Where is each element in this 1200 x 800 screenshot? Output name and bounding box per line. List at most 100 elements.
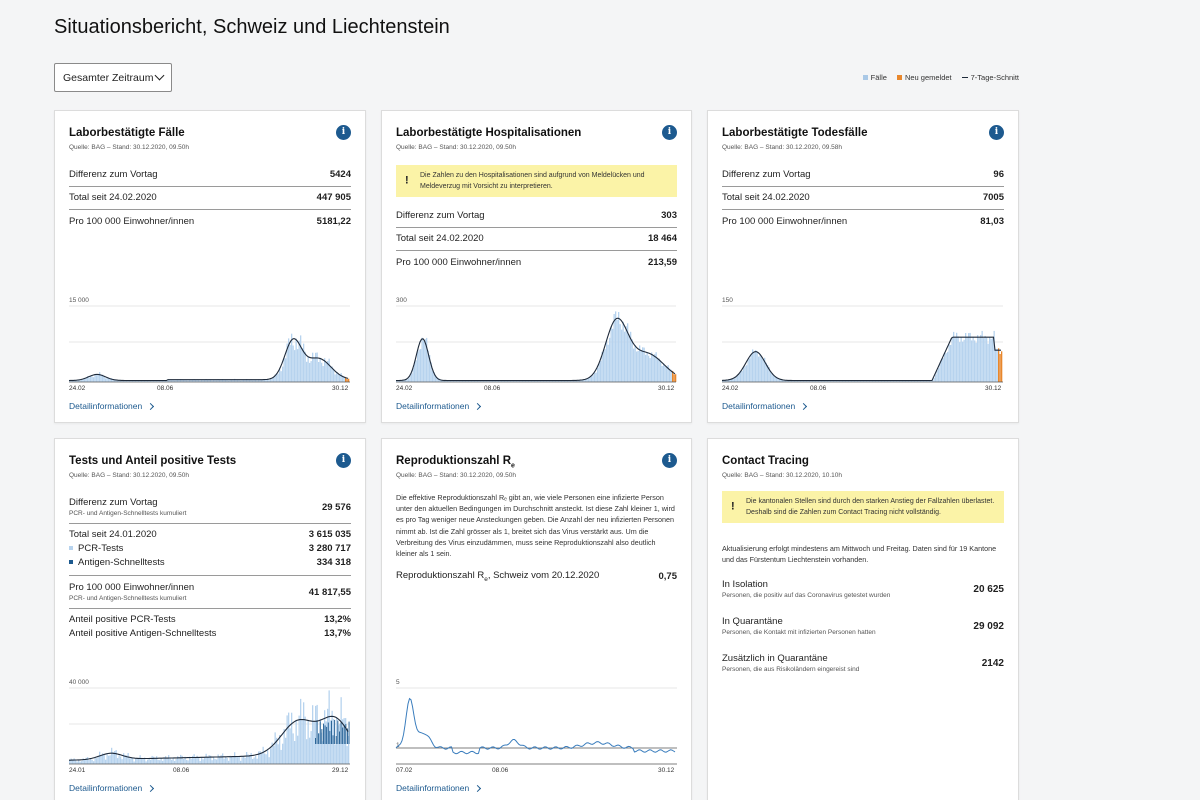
info-icon[interactable]: i bbox=[662, 453, 677, 468]
chart-bar bbox=[743, 367, 745, 382]
stat-value: 5424 bbox=[329, 168, 351, 180]
detail-link[interactable]: Detailinformationen bbox=[69, 783, 155, 793]
stat-label: Total seit 24.01.2020 bbox=[69, 529, 157, 540]
chart-bar bbox=[184, 756, 186, 764]
info-icon[interactable]: i bbox=[336, 125, 351, 140]
card-source: Quelle: BAG – Stand: 30.12.2020, 09.50h bbox=[396, 144, 516, 151]
detail-link[interactable]: Detailinformationen bbox=[722, 401, 808, 411]
chart-bar bbox=[723, 380, 725, 382]
chart-bar bbox=[762, 359, 764, 382]
chart-bar bbox=[896, 380, 898, 382]
chart-bar bbox=[478, 380, 480, 382]
chart-bar bbox=[932, 380, 934, 382]
chart-bar bbox=[190, 758, 192, 764]
chart-bar bbox=[223, 758, 225, 764]
chart-bar bbox=[837, 380, 839, 382]
chart-bar bbox=[150, 380, 152, 382]
chart-bar bbox=[210, 755, 212, 764]
stat-value: 334 318 bbox=[316, 557, 351, 568]
chart-bar bbox=[258, 379, 260, 382]
chart-bar bbox=[280, 371, 282, 382]
detail-link[interactable]: Detailinformationen bbox=[69, 401, 155, 411]
chart-bar bbox=[139, 755, 141, 764]
chart-bar bbox=[630, 331, 632, 382]
chart-bar bbox=[966, 337, 968, 382]
chart-bar bbox=[160, 758, 162, 764]
chart-bar bbox=[241, 379, 243, 382]
chart-bar bbox=[93, 377, 95, 382]
chart-bar bbox=[821, 380, 823, 382]
chart-bar bbox=[228, 760, 230, 764]
chart-bar bbox=[115, 750, 117, 764]
chart-bar bbox=[657, 358, 659, 382]
chart-bar bbox=[851, 380, 853, 382]
chart-bar bbox=[556, 380, 558, 382]
chart-bar bbox=[418, 349, 420, 382]
chart-bar bbox=[472, 380, 474, 382]
chart-bar bbox=[918, 380, 920, 382]
stat-label-group: Pro 100 000 Einwohner/innen PCR- und Anti… bbox=[69, 582, 194, 602]
chart-bar bbox=[960, 337, 962, 382]
tracing-label-group: In Isolation Personen, die positiv auf da… bbox=[722, 579, 890, 599]
chart-bar bbox=[261, 379, 263, 382]
info-icon[interactable]: i bbox=[662, 125, 677, 140]
card-title: Reproduktionszahl Re bbox=[396, 455, 515, 469]
chart-bar bbox=[270, 378, 272, 382]
chart-bar bbox=[156, 380, 158, 382]
chart-bar bbox=[953, 331, 955, 382]
chart-bar bbox=[244, 380, 246, 382]
x-tick: 08.06 bbox=[492, 767, 509, 774]
chart-bar bbox=[210, 379, 212, 382]
chart-bar bbox=[758, 356, 760, 382]
chart-bar bbox=[436, 377, 438, 382]
chart-bar bbox=[645, 354, 647, 382]
chart-bar bbox=[129, 758, 131, 764]
chart-bar bbox=[875, 380, 877, 382]
chart-bar bbox=[534, 380, 536, 382]
stat-label: Differenz zum Vortag bbox=[69, 497, 158, 508]
chart-bar bbox=[558, 380, 560, 382]
chart-bar bbox=[306, 361, 308, 382]
chart-bar bbox=[264, 753, 266, 764]
chart-bar bbox=[288, 712, 290, 764]
chart-bar bbox=[282, 366, 284, 382]
chart-bar bbox=[318, 362, 320, 382]
chart-bar bbox=[331, 366, 333, 382]
detail-link-label: Detailinformationen bbox=[69, 783, 143, 793]
chart-bar bbox=[980, 335, 982, 382]
antigen-bar bbox=[319, 721, 321, 744]
chart-bar bbox=[624, 331, 626, 382]
stat-value: 7005 bbox=[982, 192, 1004, 204]
chart-bar bbox=[303, 702, 305, 764]
chart-bar bbox=[496, 380, 498, 382]
detail-link[interactable]: Detailinformationen bbox=[396, 401, 482, 411]
info-icon[interactable]: i bbox=[336, 453, 351, 468]
tracing-row: In Quarantäne Personen, die Kontakt mit i… bbox=[722, 616, 1004, 636]
antigen-bar bbox=[337, 720, 339, 744]
chart-bar bbox=[836, 380, 838, 382]
chart-bar bbox=[190, 380, 192, 382]
period-select[interactable]: Gesamter Zeitraum bbox=[54, 63, 172, 92]
chart-bar bbox=[453, 380, 455, 382]
chart-bar bbox=[891, 380, 893, 382]
title-sub: e bbox=[511, 462, 515, 470]
chart-bar bbox=[153, 380, 155, 382]
chart-bar bbox=[858, 380, 860, 382]
chart-bar bbox=[298, 715, 300, 764]
chart-bar bbox=[959, 342, 961, 382]
x-tick: 24.01 bbox=[69, 767, 86, 774]
chart-bar bbox=[337, 725, 339, 764]
info-icon[interactable]: i bbox=[989, 125, 1004, 140]
detail-link[interactable]: Detailinformationen bbox=[396, 783, 482, 793]
chart-bar bbox=[747, 359, 749, 382]
chart-bar bbox=[84, 378, 86, 382]
chart-bar bbox=[902, 380, 904, 382]
chart-bar bbox=[102, 753, 104, 764]
antigen-bar bbox=[327, 722, 329, 744]
chart-bar bbox=[247, 379, 249, 382]
chart-bar bbox=[876, 380, 878, 382]
chart-bar bbox=[929, 380, 931, 382]
card-cases: Laborbestätigte Fälle Quelle: BAG – Stan… bbox=[54, 110, 366, 423]
chart-bar bbox=[879, 380, 881, 382]
chart-bar bbox=[279, 369, 281, 382]
